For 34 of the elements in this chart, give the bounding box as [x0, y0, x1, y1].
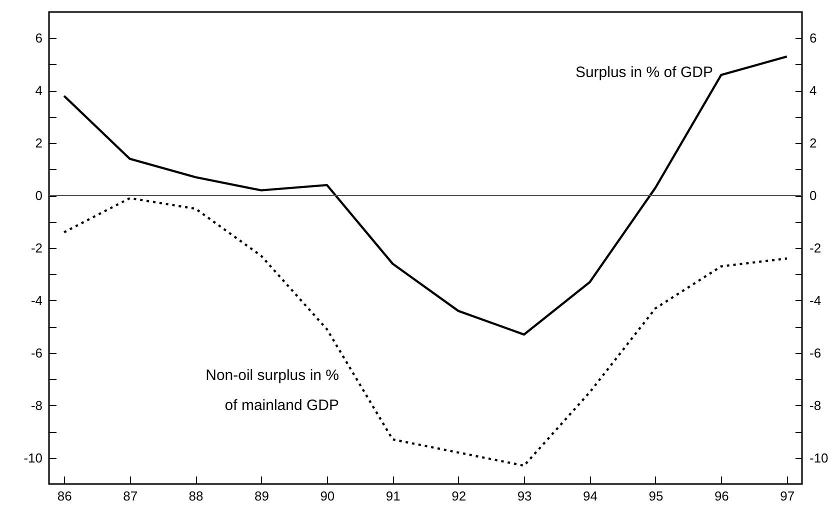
- y2-tick-label: -2: [810, 240, 822, 256]
- y2-tick-label: -6: [810, 345, 822, 360]
- y-tick-label: -8: [30, 398, 42, 413]
- y-tick-label: -2: [30, 240, 42, 256]
- x-tick-label: 89: [254, 488, 269, 504]
- x-tick-label: 88: [188, 488, 204, 504]
- y-tick-label: -4: [30, 292, 42, 308]
- x-tick-label: 97: [780, 488, 795, 504]
- x-tick-label: 91: [386, 488, 400, 504]
- y-tick-label: -10: [24, 450, 42, 466]
- x-tick-label: 94: [583, 488, 598, 504]
- y-tick-label: 2: [35, 136, 42, 151]
- y2-tick-label: 2: [810, 136, 817, 151]
- series-label: Surplus in % of GDP: [575, 64, 713, 81]
- y-tick-label: 4: [35, 83, 42, 98]
- line-series: [63, 55, 788, 336]
- x-tick-label: 95: [648, 488, 664, 504]
- y2-tick-label: -8: [810, 398, 822, 413]
- y2-tick-label: -4: [810, 292, 822, 308]
- y2-tick-label: 4: [810, 83, 817, 98]
- x-tick-label: 92: [452, 488, 466, 504]
- x-tick-label: 86: [57, 488, 72, 504]
- y-tick-label: -6: [30, 345, 42, 360]
- y-tick-label: 0: [35, 188, 42, 204]
- y2-tick-label: -10: [810, 450, 828, 466]
- y2-tick-label: 0: [810, 188, 817, 204]
- x-tick-label: 96: [714, 488, 729, 504]
- y-tick-label: 6: [35, 30, 42, 46]
- series-label: Non-oil surplus in % of mainland GDP: [206, 367, 339, 414]
- x-tick-label: 90: [320, 488, 335, 504]
- line-series: [63, 197, 788, 467]
- y2-tick-label: 6: [810, 30, 817, 46]
- x-tick-label: 87: [123, 488, 138, 504]
- x-tick-label: 93: [517, 488, 532, 504]
